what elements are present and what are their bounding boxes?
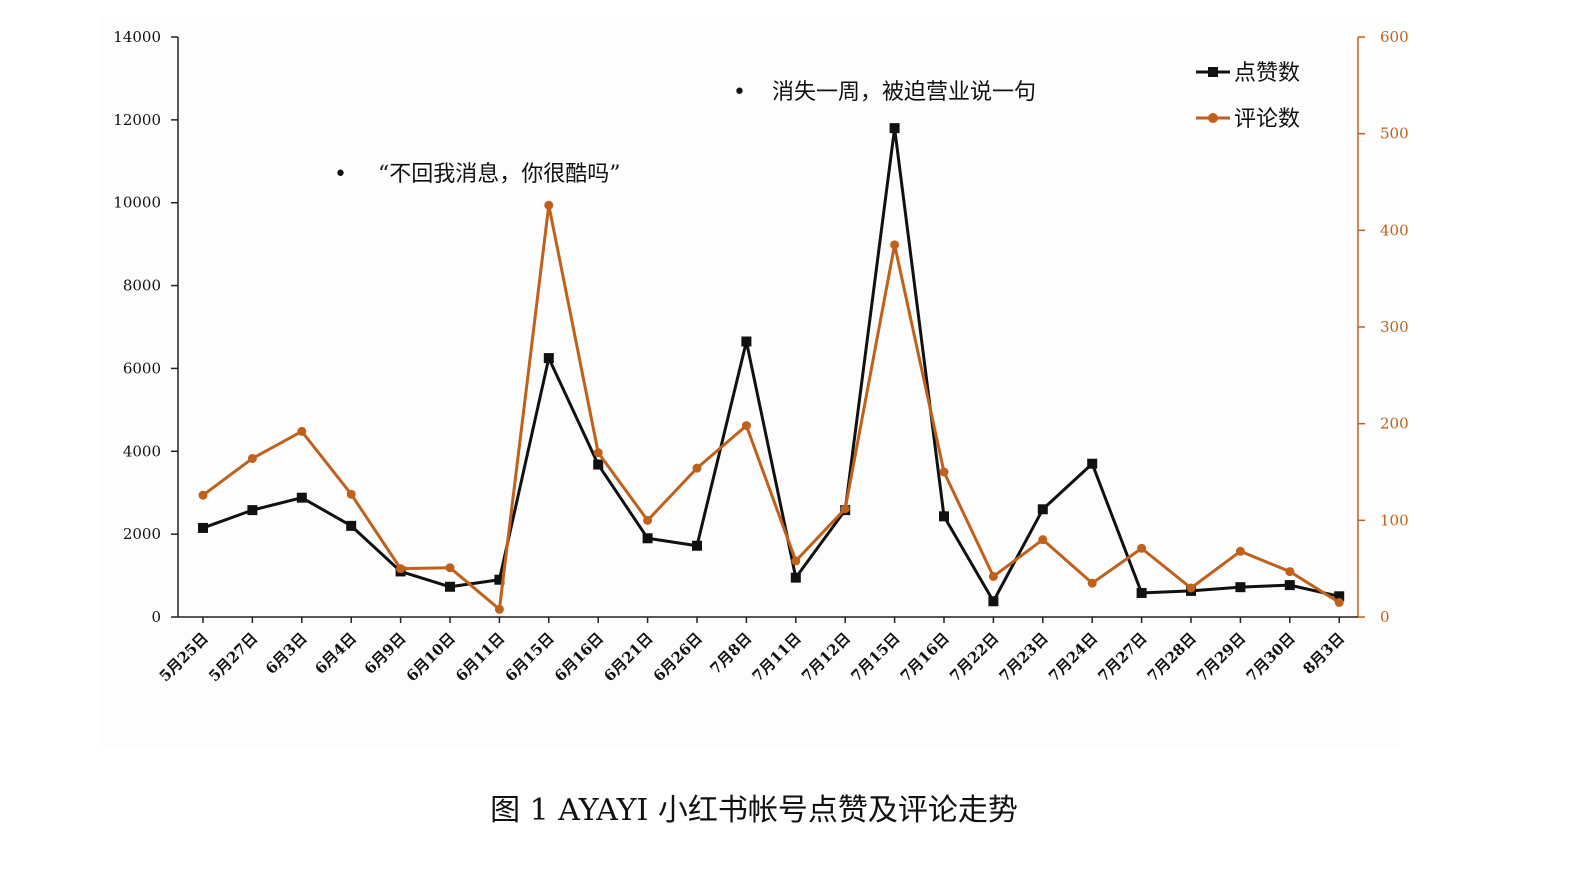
series-comments-point bbox=[445, 563, 455, 573]
series-comments-point bbox=[1087, 578, 1097, 588]
series-likes-point bbox=[296, 492, 307, 503]
legend-item-likes: 点赞数 bbox=[1196, 61, 1300, 86]
series-likes-point bbox=[247, 505, 258, 516]
legend-item-comments: 评论数 bbox=[1196, 107, 1300, 132]
series-comments-point bbox=[791, 556, 801, 566]
y-right-tick-label: 200 bbox=[1380, 415, 1409, 433]
y-left-tick-label: 6000 bbox=[123, 359, 161, 377]
series-likes-point bbox=[1037, 504, 1048, 515]
y-left-tick-label: 0 bbox=[151, 608, 161, 626]
series-likes-point bbox=[692, 540, 702, 551]
annotation-2-text: 消失一周，被迫营业说一句 bbox=[772, 80, 1036, 105]
y-right-tick-label: 100 bbox=[1380, 511, 1409, 529]
series-comments-point bbox=[1137, 543, 1147, 553]
y-left-tick-label: 10000 bbox=[113, 194, 161, 212]
series-likes-point bbox=[988, 596, 999, 607]
y-left-tick-label: 12000 bbox=[113, 111, 161, 129]
series-likes-point bbox=[198, 522, 208, 533]
series-comments-point bbox=[1334, 598, 1344, 607]
series-likes-point bbox=[1235, 582, 1246, 593]
series-likes-point bbox=[1334, 591, 1345, 602]
series-comments-point bbox=[890, 240, 900, 250]
series-comments-point bbox=[247, 453, 257, 463]
series-likes-point bbox=[1284, 580, 1295, 591]
series-comments-point bbox=[643, 515, 653, 525]
y-right-tick-label: 300 bbox=[1380, 318, 1409, 336]
figure-caption: 图 1 AYAYI 小红书帐号点赞及评论走势 bbox=[490, 793, 1018, 828]
series-comments-point bbox=[1285, 567, 1295, 577]
series-layer bbox=[198, 123, 1345, 614]
legend-likes-label: 点赞数 bbox=[1234, 61, 1300, 86]
series-likes-point bbox=[593, 459, 604, 470]
y-right-tick-label: 500 bbox=[1380, 125, 1409, 143]
series-comments-point bbox=[840, 504, 850, 514]
series-comments-point bbox=[1038, 535, 1048, 545]
legend-comments-marker bbox=[1208, 113, 1218, 123]
y-right-tick-label: 400 bbox=[1380, 221, 1409, 239]
series-likes-point bbox=[642, 533, 653, 544]
annotation-2: • 消失一周，被迫营业说一句 bbox=[733, 80, 1036, 105]
y-left-tick-label: 4000 bbox=[123, 442, 161, 460]
series-likes-point bbox=[790, 572, 801, 583]
y-right-tick-label: 0 bbox=[1380, 608, 1390, 626]
series-likes-point bbox=[889, 123, 900, 134]
annotation-1: • “不回我消息，你很酷吗” bbox=[334, 162, 621, 187]
series-comments-point bbox=[544, 200, 554, 210]
series-likes-point bbox=[741, 336, 752, 347]
series-likes-point bbox=[939, 511, 949, 522]
annotation-1-bullet: • bbox=[334, 162, 347, 187]
annotation-1-text: “不回我消息，你很酷吗” bbox=[378, 162, 621, 187]
series-comments-point bbox=[692, 463, 702, 473]
legend-comments-label: 评论数 bbox=[1234, 107, 1300, 132]
series-likes-point bbox=[1087, 458, 1098, 469]
series-likes-line bbox=[202, 126, 1340, 603]
series-comments-line bbox=[202, 203, 1340, 611]
legend-likes-marker bbox=[1208, 67, 1218, 77]
plot-background bbox=[100, 18, 1400, 748]
y-left-tick-label: 14000 bbox=[113, 28, 161, 46]
y-left-tick-label: 2000 bbox=[123, 525, 161, 543]
annotation-2-bullet: • bbox=[733, 80, 746, 105]
y-right-tick-label: 600 bbox=[1380, 28, 1409, 46]
series-likes-point bbox=[543, 353, 554, 364]
series-likes-point bbox=[494, 574, 505, 585]
series-comments-point bbox=[1235, 546, 1245, 556]
series-comments-point bbox=[988, 571, 998, 581]
legend: 点赞数 评论数 bbox=[1196, 61, 1300, 132]
series-comments-point bbox=[939, 467, 949, 477]
series-comments-point bbox=[346, 489, 356, 499]
series-comments-point bbox=[593, 448, 603, 458]
series-comments-point bbox=[741, 421, 751, 431]
series-likes-point bbox=[445, 581, 455, 592]
series-likes-point bbox=[1136, 587, 1147, 598]
series-likes-point bbox=[346, 520, 357, 531]
series-comments-point bbox=[396, 564, 406, 574]
series-comments-point bbox=[494, 604, 504, 614]
y-left-tick-label: 8000 bbox=[123, 277, 161, 295]
series-comments-point bbox=[1186, 583, 1196, 593]
series-comments-point bbox=[297, 426, 307, 436]
series-comments-point bbox=[198, 490, 208, 500]
